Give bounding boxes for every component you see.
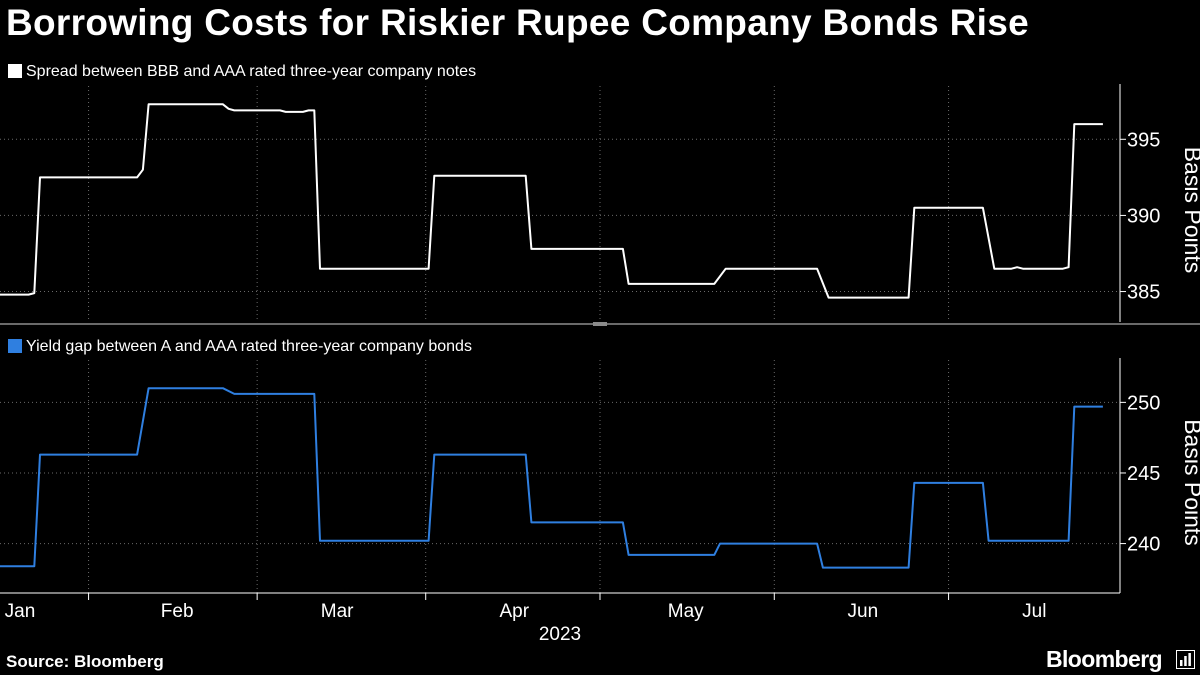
- x-tick-label: Jun: [848, 601, 879, 622]
- bottom-panel-y-tick-labels: 240 245 250: [1127, 392, 1160, 555]
- top-panel-y-tick-labels: 385 390 395: [1127, 129, 1160, 303]
- bottom-panel-series: [0, 387, 1103, 569]
- legend-swatch-yield-gap: [8, 339, 22, 353]
- x-tick-label: May: [668, 601, 704, 622]
- y-tick-label: 245: [1127, 463, 1160, 485]
- x-tick-label: Jul: [1022, 601, 1046, 622]
- x-tick-label: Feb: [161, 601, 194, 622]
- bottom-panel-y-axis-label: Basis Points: [1180, 419, 1200, 546]
- x-axis-year-label: 2023: [539, 624, 581, 645]
- series-line: [0, 387, 1103, 569]
- x-axis: Jan Feb Mar Apr May Jun Jul: [0, 592, 1120, 622]
- bloomberg-logo: Bloomberg: [1046, 646, 1163, 672]
- legend-swatch-spread: [8, 64, 22, 78]
- top-panel-y-axis-label: Basis Points: [1180, 147, 1200, 274]
- y-tick-label: 250: [1127, 392, 1160, 414]
- source-note: Source: Bloomberg: [6, 652, 164, 671]
- series-line: [0, 103, 1103, 299]
- bottom-panel-grid: [0, 358, 1126, 593]
- y-tick-label: 390: [1127, 205, 1160, 227]
- x-tick-label: Apr: [499, 601, 529, 622]
- top-panel: Spread between BBB and AAA rated three-y…: [0, 63, 1200, 322]
- bloomberg-terminal-icon: [1176, 650, 1195, 669]
- bottom-panel: Yield gap between A and AAA rated three-…: [0, 338, 1200, 593]
- x-tick-label: Mar: [321, 601, 354, 622]
- y-tick-label: 385: [1127, 282, 1160, 304]
- legend-label-yield-gap: Yield gap between A and AAA rated three-…: [26, 338, 472, 355]
- y-tick-label: 395: [1127, 129, 1160, 151]
- top-panel-series: [0, 103, 1103, 299]
- y-tick-label: 240: [1127, 534, 1160, 556]
- x-tick-label: Jan: [5, 601, 36, 622]
- legend-label-spread: Spread between BBB and AAA rated three-y…: [26, 63, 476, 80]
- panel-divider-handle[interactable]: [593, 322, 607, 326]
- top-panel-grid: [0, 84, 1126, 322]
- chart-title: Borrowing Costs for Riskier Rupee Compan…: [6, 2, 1029, 43]
